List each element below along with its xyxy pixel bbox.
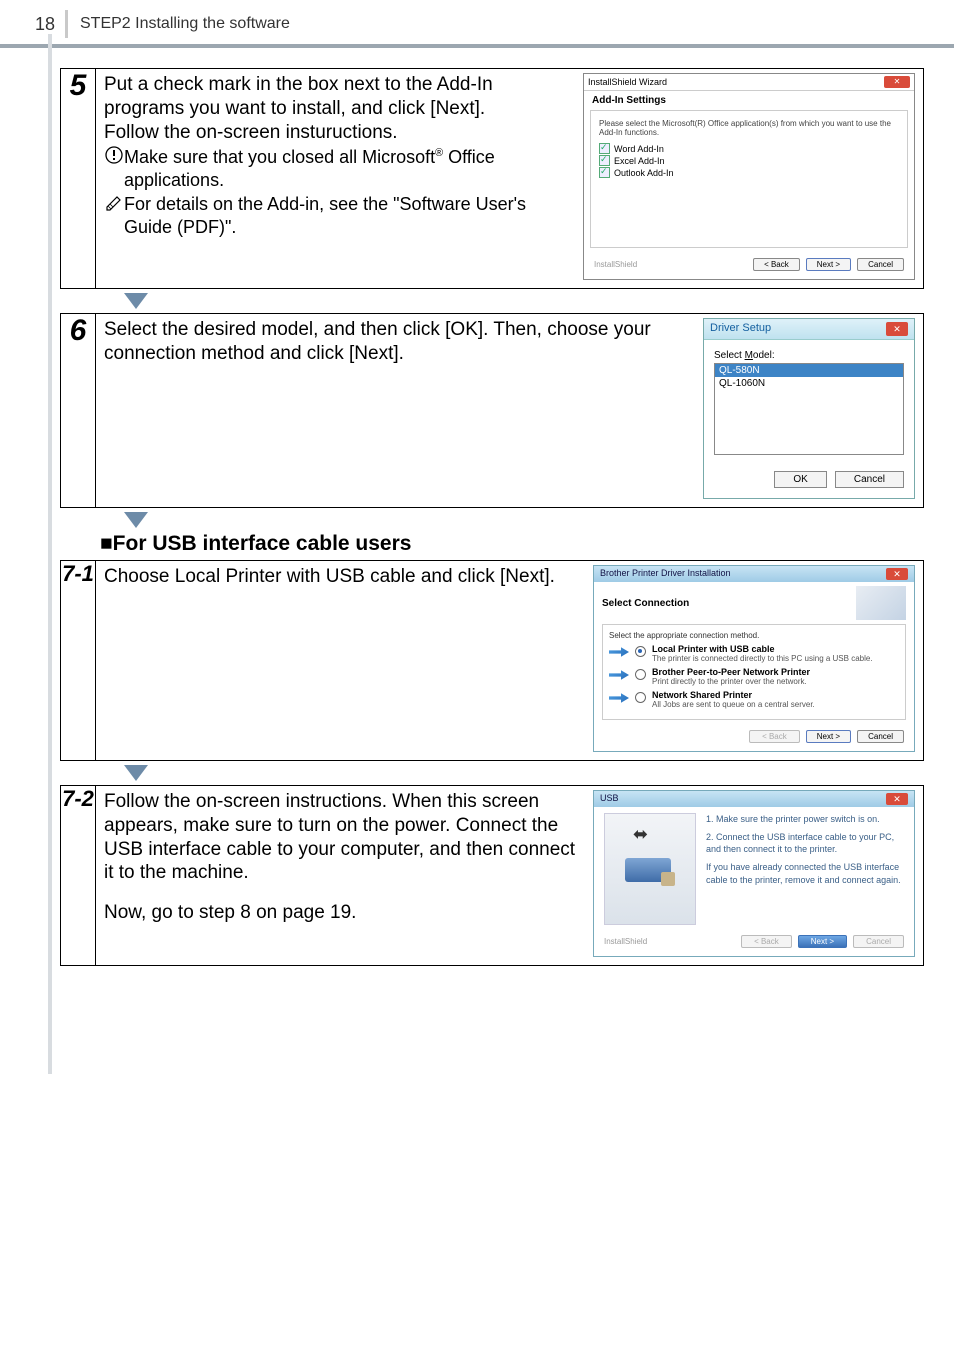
radio-selected[interactable] bbox=[635, 646, 646, 657]
usb-section-heading: ■For USB interface cable users bbox=[100, 532, 924, 556]
step-7-2-main: Follow the on-screen instructions. When … bbox=[104, 790, 583, 885]
select-connection-dialog: Brother Printer Driver Installation ✕ Se… bbox=[593, 565, 915, 752]
note-icon bbox=[104, 193, 124, 218]
content-area: 5 Put a check mark in the box next to th… bbox=[60, 68, 924, 966]
addin-subtitle: Add-In Settings bbox=[584, 91, 914, 110]
step-6-text: Select the desired model, and then click… bbox=[104, 318, 693, 499]
note-text: For details on the Add-in, see the "Soft… bbox=[124, 193, 573, 238]
model-listbox[interactable]: QL-580N QL-1060N bbox=[714, 363, 904, 455]
installshield-label: InstallShield bbox=[604, 937, 647, 946]
step-number: 7-2 bbox=[62, 788, 94, 810]
usb-illustration: ⬌ bbox=[604, 813, 696, 925]
next-button[interactable]: Next > bbox=[798, 935, 847, 948]
step-7-2: 7-2 Follow the on-screen instructions. W… bbox=[60, 785, 924, 966]
usb-instructions: 1. Make sure the printer power switch is… bbox=[706, 813, 904, 925]
driver-title: Driver Setup bbox=[710, 322, 771, 336]
header-image bbox=[856, 586, 906, 620]
printer-icon bbox=[625, 858, 671, 882]
step-5-screenshot: InstallShield Wizard ✕ Add-In Settings P… bbox=[583, 73, 915, 280]
header-rule bbox=[0, 44, 954, 48]
back-button: < Back bbox=[741, 935, 792, 948]
page-header: 18 STEP2 Installing the software bbox=[0, 0, 954, 38]
caution-row: Make sure that you closed all Microsoft®… bbox=[104, 146, 573, 191]
installshield-label: InstallShield bbox=[594, 260, 637, 269]
page-title: STEP2 Installing the software bbox=[80, 15, 290, 33]
step-5-main: Put a check mark in the box next to the … bbox=[104, 73, 573, 144]
step-7-1-text: Choose Local Printer with USB cable and … bbox=[104, 565, 583, 752]
down-arrow-icon bbox=[124, 293, 924, 309]
checkbox-word[interactable]: Word Add-In bbox=[599, 143, 899, 154]
connection-desc: Select the appropriate connection method… bbox=[609, 631, 899, 640]
radio[interactable] bbox=[635, 669, 646, 680]
option-shared[interactable]: Network Shared PrinterAll Jobs are sent … bbox=[609, 690, 899, 709]
step-7-2-screenshot: USB ✕ ⬌ 1. Make sure the printer power s… bbox=[593, 790, 915, 957]
step-number-cell: 5 bbox=[61, 69, 96, 288]
option-p2p[interactable]: Brother Peer-to-Peer Network PrinterPrin… bbox=[609, 667, 899, 686]
step-7-2-text: Follow the on-screen instructions. When … bbox=[104, 790, 583, 957]
usb-title: USB bbox=[600, 793, 619, 805]
addin-desc: Please select the Microsoft(R) Office ap… bbox=[599, 119, 899, 137]
dialog-title: Brother Printer Driver Installation bbox=[600, 568, 731, 580]
page-number: 18 bbox=[0, 14, 65, 35]
step-number: 6 bbox=[70, 316, 87, 346]
close-icon[interactable]: ✕ bbox=[884, 76, 910, 88]
checkbox-excel[interactable]: Excel Add-In bbox=[599, 155, 899, 166]
next-button[interactable]: Next > bbox=[806, 730, 851, 743]
arrow-icon bbox=[609, 690, 629, 706]
driver-setup-dialog: Driver Setup ✕ Select Model: QL-580N QL-… bbox=[703, 318, 915, 499]
note-row: For details on the Add-in, see the "Soft… bbox=[104, 193, 573, 238]
addin-dialog: InstallShield Wizard ✕ Add-In Settings P… bbox=[583, 73, 915, 280]
cancel-button[interactable]: Cancel bbox=[857, 258, 904, 271]
step-6: 6 Select the desired model, and then cli… bbox=[60, 313, 924, 508]
radio[interactable] bbox=[635, 692, 646, 703]
model-option-selected[interactable]: QL-580N bbox=[715, 364, 903, 377]
step-5-text: Put a check mark in the box next to the … bbox=[104, 73, 573, 280]
step-5: 5 Put a check mark in the box next to th… bbox=[60, 68, 924, 289]
step-number: 5 bbox=[70, 71, 87, 101]
arrow-icon bbox=[609, 667, 629, 683]
close-icon[interactable]: ✕ bbox=[886, 322, 908, 336]
step-7-1: 7-1 Choose Local Printer with USB cable … bbox=[60, 560, 924, 761]
usb-icon: ⬌ bbox=[633, 824, 648, 845]
usb-dialog: USB ✕ ⬌ 1. Make sure the printer power s… bbox=[593, 790, 915, 957]
next-button[interactable]: Next > bbox=[806, 258, 851, 271]
header-divider bbox=[65, 10, 68, 38]
addin-dialog-title: InstallShield Wizard bbox=[588, 77, 667, 87]
back-button[interactable]: < Back bbox=[753, 258, 800, 271]
caution-icon bbox=[104, 146, 124, 171]
step-7-2-aux: Now, go to step 8 on page 19. bbox=[104, 901, 583, 925]
ok-button[interactable]: OK bbox=[774, 471, 826, 488]
cancel-button: Cancel bbox=[853, 935, 904, 948]
arrow-icon bbox=[609, 644, 629, 660]
back-button: < Back bbox=[749, 730, 800, 743]
close-icon[interactable]: ✕ bbox=[886, 793, 908, 805]
left-gutter bbox=[48, 34, 52, 1074]
caution-text: Make sure that you closed all Microsoft®… bbox=[124, 146, 573, 191]
step-number: 7-1 bbox=[62, 563, 94, 585]
step-7-1-screenshot: Brother Printer Driver Installation ✕ Se… bbox=[593, 565, 915, 752]
checkbox-outlook[interactable]: Outlook Add-In bbox=[599, 167, 899, 178]
cancel-button[interactable]: Cancel bbox=[835, 471, 904, 488]
cancel-button[interactable]: Cancel bbox=[857, 730, 904, 743]
model-option[interactable]: QL-1060N bbox=[715, 377, 903, 390]
down-arrow-icon bbox=[124, 512, 924, 528]
dialog-header: Select Connection bbox=[602, 598, 689, 609]
step-number-cell: 7-1 bbox=[61, 561, 96, 760]
step-number-cell: 6 bbox=[61, 314, 96, 507]
option-usb[interactable]: Local Printer with USB cableThe printer … bbox=[609, 644, 899, 663]
close-icon[interactable]: ✕ bbox=[886, 568, 908, 580]
step-number-cell: 7-2 bbox=[61, 786, 96, 965]
down-arrow-icon bbox=[124, 765, 924, 781]
select-model-label: Select Model: bbox=[714, 350, 904, 361]
step-6-screenshot: Driver Setup ✕ Select Model: QL-580N QL-… bbox=[703, 318, 915, 499]
